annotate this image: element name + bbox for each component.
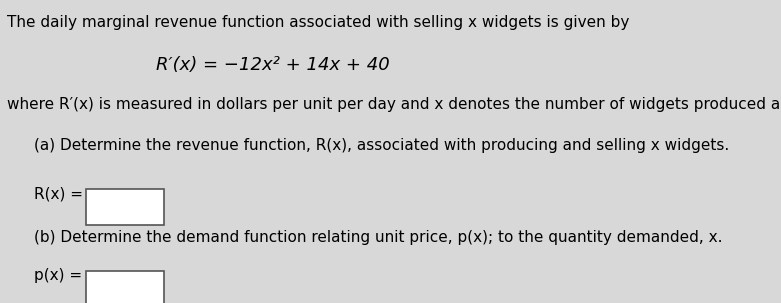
FancyBboxPatch shape bbox=[86, 189, 165, 225]
Text: R(x) =: R(x) = bbox=[34, 187, 83, 201]
Text: The daily marginal revenue function associated with selling x widgets is given b: The daily marginal revenue function asso… bbox=[7, 15, 629, 30]
FancyBboxPatch shape bbox=[86, 271, 165, 303]
Text: (b) Determine the demand function relating unit price, p(x); to the quantity dem: (b) Determine the demand function relati… bbox=[34, 230, 722, 245]
Text: p(x) =: p(x) = bbox=[34, 268, 82, 283]
Text: where R′(x) is measured in dollars per unit per day and x denotes the number of : where R′(x) is measured in dollars per u… bbox=[7, 97, 781, 112]
Text: (a) Determine the revenue function, R(x), associated with producing and selling : (a) Determine the revenue function, R(x)… bbox=[34, 138, 729, 152]
Text: R′(x) = −12x² + 14x + 40: R′(x) = −12x² + 14x + 40 bbox=[156, 56, 390, 74]
